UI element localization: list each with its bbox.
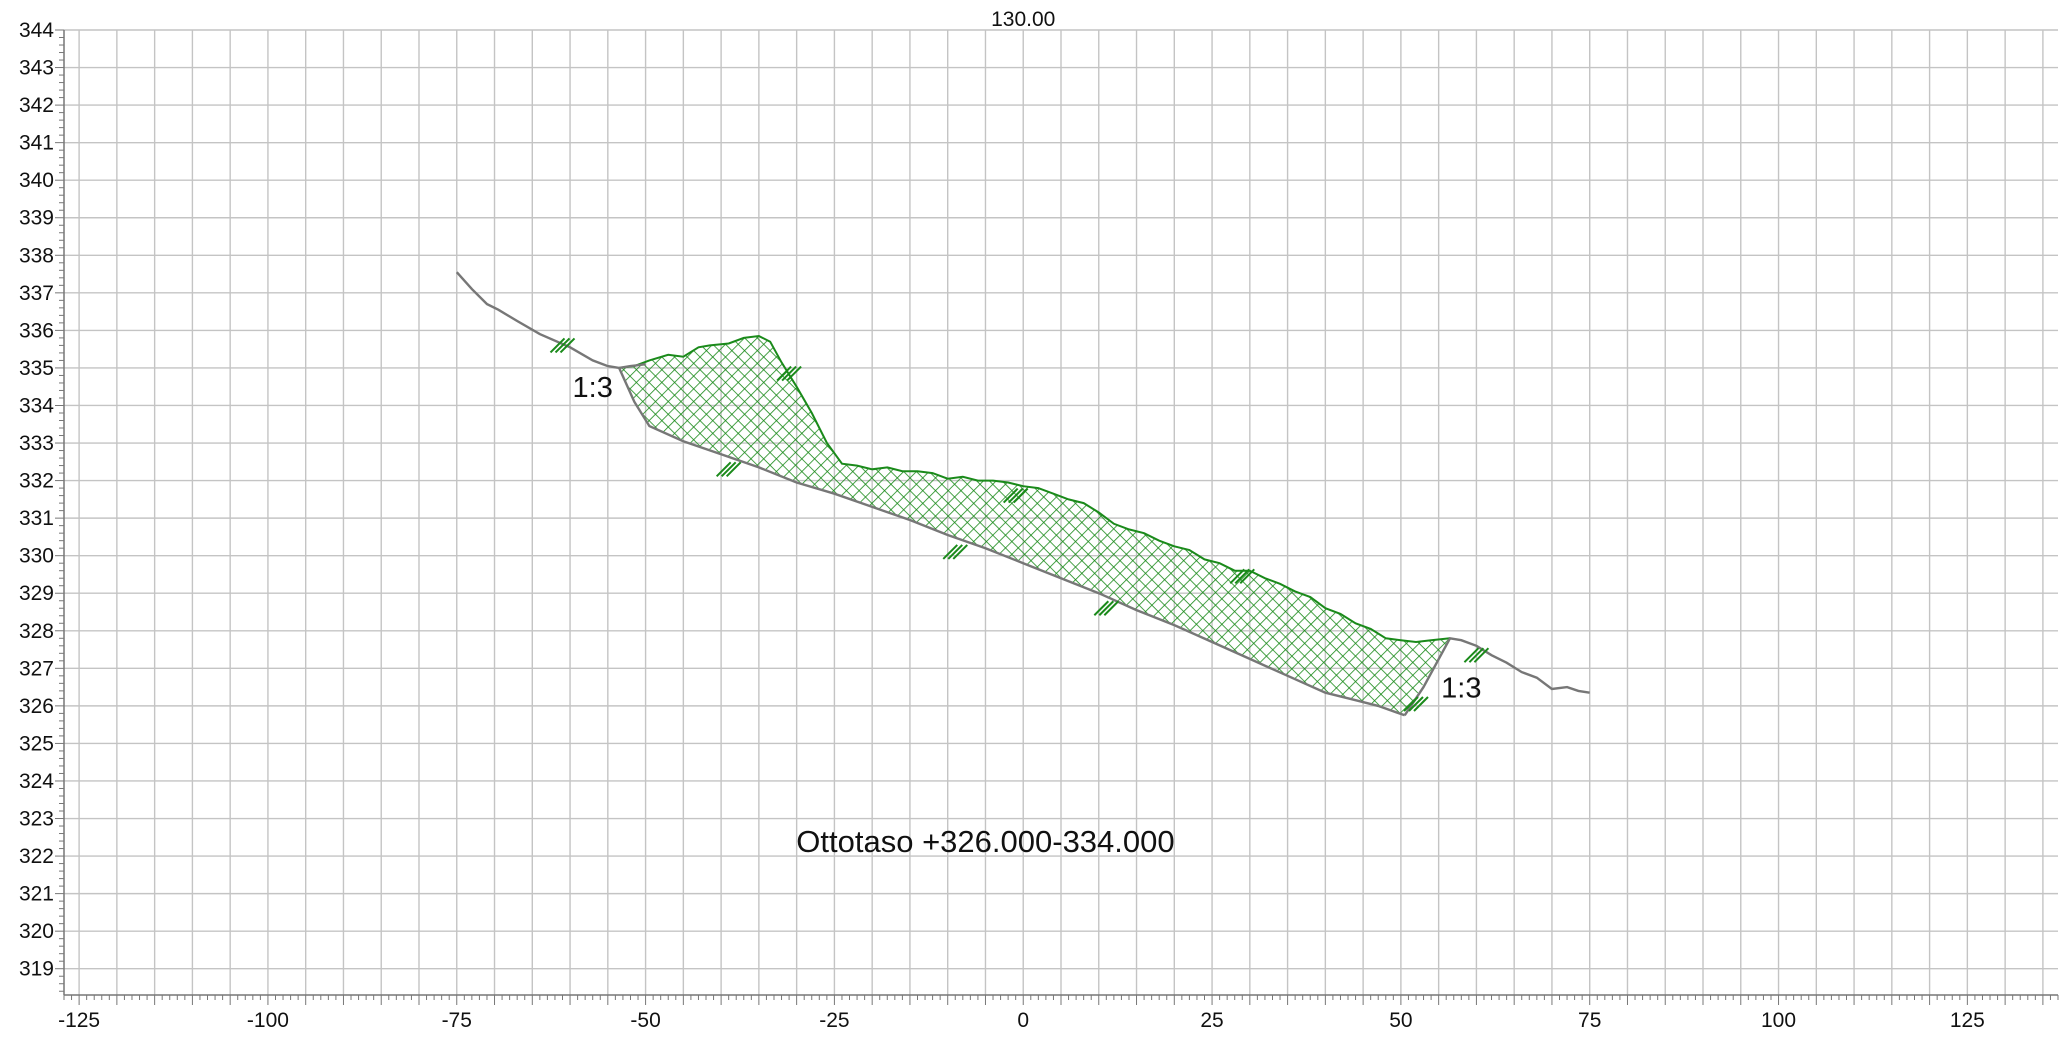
hatch-stroke	[1002, 487, 1019, 504]
hatch-stroke	[1007, 487, 1024, 504]
hatch-stroke	[1403, 696, 1419, 712]
chart-title: 130.00	[991, 8, 1055, 31]
chart-annotation: 1:3	[1441, 672, 1481, 704]
x-tick-label: 75	[1578, 1009, 1601, 1032]
labels: 319 320 321 322 323 324 325 326 327 328 329 330 331 3…	[19, 8, 1985, 1032]
x-tick-label: 50	[1389, 1009, 1412, 1032]
y-tick-label: 324	[19, 770, 54, 793]
hatch-stroke	[786, 365, 802, 382]
hatch-stroke	[559, 337, 576, 354]
hatch-stroke	[1098, 600, 1115, 616]
y-tick-label: 323	[19, 808, 54, 831]
y-tick-label: 333	[19, 432, 54, 455]
y-tick-label: 331	[19, 507, 54, 530]
y-tick-label: 338	[19, 244, 54, 267]
x-tick-label: -125	[58, 1009, 100, 1032]
hatch-stroke	[942, 544, 958, 560]
chart-annotation: Ottotaso +326.000-334.000	[796, 824, 1174, 859]
hatch-stroke	[1408, 696, 1424, 712]
y-tick-label: 322	[19, 845, 54, 868]
x-tick-label: 100	[1761, 1009, 1796, 1032]
y-tick-label: 336	[19, 319, 54, 342]
x-tick-label: 25	[1200, 1009, 1223, 1032]
chart-annotation: 1:3	[573, 372, 613, 404]
slope-hatch-mark	[1229, 568, 1255, 585]
y-tick-label: 334	[19, 394, 54, 417]
y-tick-label: 335	[19, 357, 54, 380]
existing-ground-line	[455, 271, 646, 370]
y-tick-label: 342	[19, 94, 54, 117]
right-slope-line	[1403, 636, 1590, 716]
hatch-stroke	[549, 337, 566, 354]
hatch-stroke	[776, 365, 792, 382]
slope-hatch-mark	[1463, 647, 1490, 663]
hatch-stroke	[1012, 487, 1029, 504]
y-tick-label: 325	[19, 732, 54, 755]
excavation-top-line	[618, 334, 1451, 644]
y-tick-label: 328	[19, 620, 54, 643]
y-tick-label: 340	[19, 169, 54, 192]
y-tick-label: 344	[19, 19, 54, 42]
hatch-stroke	[1103, 600, 1120, 616]
y-tick-label: 321	[19, 883, 54, 906]
y-tick-label: 332	[19, 470, 54, 493]
y-tick-label: 329	[19, 582, 54, 605]
slope-hatch-mark	[549, 337, 576, 354]
hatch-stroke	[1468, 647, 1485, 663]
x-tick-label: -100	[247, 1009, 289, 1032]
y-tick-label: 330	[19, 545, 54, 568]
slope-hatch-mark	[942, 544, 968, 560]
y-tick-label: 343	[19, 57, 54, 80]
y-tick-label: 319	[19, 958, 54, 981]
x-tick-label: -75	[442, 1009, 472, 1032]
hatch-stroke	[952, 544, 968, 560]
slope-hatch-mark	[776, 365, 802, 382]
y-tick-label: 327	[19, 657, 54, 680]
y-tick-label: 320	[19, 920, 54, 943]
hatch-stroke	[947, 544, 963, 560]
x-tick-label: -25	[819, 1009, 849, 1032]
y-tick-label: 341	[19, 132, 54, 155]
excavation-bottom-line	[618, 367, 1406, 717]
hatch-stroke	[1473, 647, 1490, 663]
hatch-stroke	[715, 461, 732, 478]
plot-area	[455, 271, 1590, 717]
y-tick-label: 337	[19, 282, 54, 305]
hatch-stroke	[554, 337, 571, 354]
hatch-stroke	[725, 461, 742, 478]
grid	[64, 29, 2058, 995]
y-tick-label: 326	[19, 695, 54, 718]
slope-hatch-mark	[1002, 487, 1029, 504]
x-tick-label: 0	[1017, 1009, 1029, 1032]
slope-hatch-mark	[1093, 600, 1120, 616]
hatch-stroke	[1239, 568, 1255, 585]
y-tick-label: 339	[19, 207, 54, 230]
hatch-stroke	[1229, 568, 1245, 585]
slope-hatch-mark	[1403, 696, 1429, 712]
x-tick-label: -50	[630, 1009, 660, 1032]
hatch-stroke	[1093, 600, 1110, 616]
hatch-stroke	[781, 365, 797, 382]
hatch-stroke	[1234, 568, 1250, 585]
hatch-stroke	[1463, 647, 1480, 663]
hatch-stroke	[1413, 696, 1429, 712]
hatch-stroke	[720, 461, 737, 478]
slope-hatch-mark	[715, 461, 742, 478]
axes	[55, 29, 2059, 1005]
x-tick-label: 125	[1950, 1009, 1985, 1032]
excavation-area	[619, 336, 1450, 716]
